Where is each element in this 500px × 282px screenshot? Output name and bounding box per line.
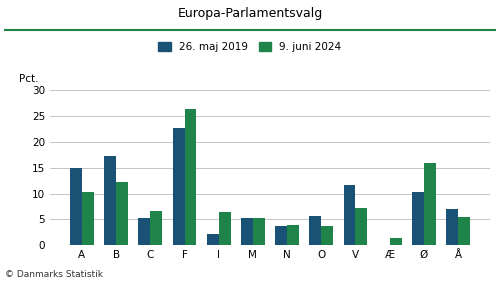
Bar (138, 219, 150, 245)
Bar (322, 226, 333, 245)
Bar (104, 157, 116, 245)
Bar (458, 217, 470, 245)
Bar (70, 168, 82, 245)
Bar (116, 182, 128, 245)
Legend: 26. maj 2019, 9. juni 2024: 26. maj 2019, 9. juni 2024 (154, 38, 346, 56)
Bar (310, 216, 322, 245)
Bar (390, 237, 402, 245)
Bar (207, 234, 218, 245)
Bar (446, 209, 458, 245)
Text: Europa-Parlamentsvalg: Europa-Parlamentsvalg (178, 7, 322, 20)
Bar (287, 225, 299, 245)
Text: Pct.: Pct. (19, 74, 38, 84)
Bar (172, 128, 184, 245)
Bar (82, 191, 94, 245)
Bar (184, 109, 196, 245)
Bar (253, 218, 265, 245)
Text: © Danmarks Statistik: © Danmarks Statistik (5, 270, 103, 279)
Bar (275, 226, 287, 245)
Bar (344, 185, 355, 245)
Bar (150, 211, 162, 245)
Bar (218, 212, 230, 245)
Bar (241, 219, 253, 245)
Bar (424, 163, 436, 245)
Bar (412, 191, 424, 245)
Bar (356, 208, 368, 245)
